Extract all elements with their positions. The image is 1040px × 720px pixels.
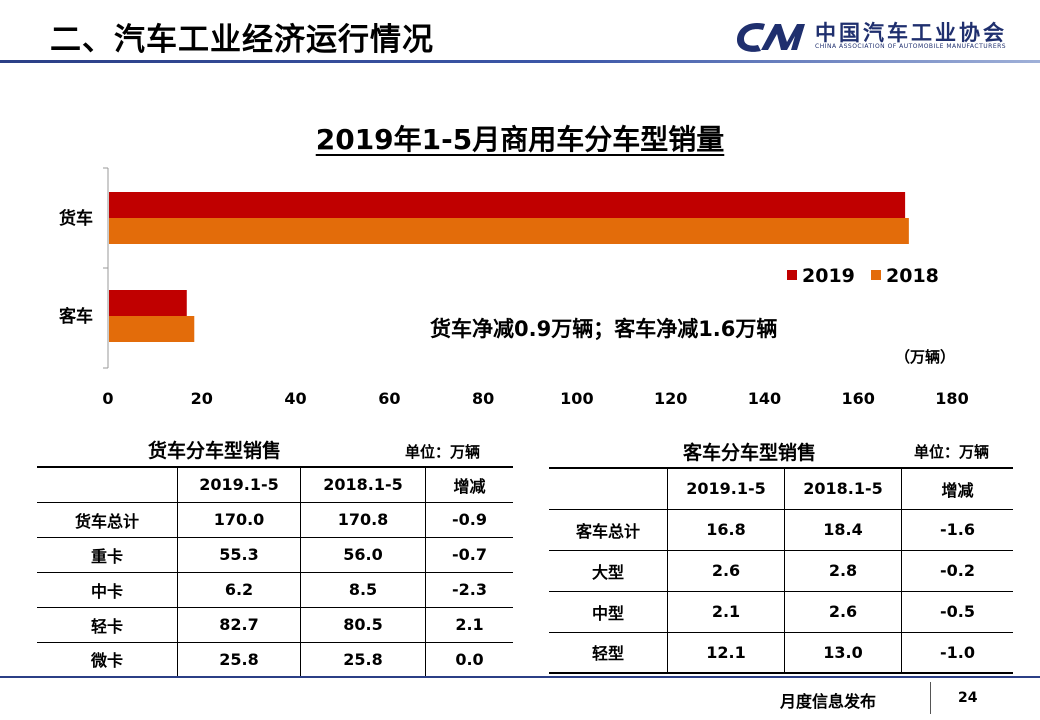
table-cell: 2.6 [784, 590, 902, 632]
caam-logo: 中国汽车工业协会 CHINA ASSOCIATION OF AUTOMOBILE… [735, 16, 1007, 56]
table-cell: -2.3 [425, 571, 513, 607]
chart-title: 2019年1-5月商用车分车型销量 [0, 118, 1040, 158]
table-cell: 12.1 [667, 631, 785, 674]
footer-divider [0, 676, 1040, 678]
table-cell: -0.2 [901, 549, 1013, 591]
slide-title: 二、汽车工业经济运行情况 [50, 22, 434, 58]
bus-sales-table: 2019.1-5 2018.1-5 增减 客车总计 16.8 18.4 -1.6… [549, 467, 1013, 674]
table-cell: 6.2 [177, 571, 301, 607]
table-cell: 55.3 [177, 536, 301, 572]
bar-2018 [109, 316, 195, 342]
logo-english-name: CHINA ASSOCIATION OF AUTOMOBILE MANUFACT… [815, 43, 1007, 50]
x-tick-label: 40 [284, 389, 306, 408]
logo-chinese-name: 中国汽车工业协会 [815, 21, 1007, 45]
table-row: 货车总计 170.0 170.8 -0.9 [37, 501, 513, 537]
bar-2018 [109, 218, 909, 244]
row-label: 轻型 [549, 631, 668, 674]
table-row: 中型 2.1 2.6 -0.5 [549, 590, 1013, 632]
x-tick-label: 180 [935, 389, 968, 408]
truck-sales-table: 2019.1-5 2018.1-5 增减 货车总计 170.0 170.8 -0… [37, 466, 513, 678]
x-tick-label: 60 [378, 389, 400, 408]
table-cell: 82.7 [177, 606, 301, 642]
table-row: 大型 2.6 2.8 -0.2 [549, 549, 1013, 591]
row-label: 客车总计 [549, 508, 668, 550]
table-cell: 170.0 [177, 501, 301, 537]
table-row: 轻卡 82.7 80.5 2.1 [37, 606, 513, 642]
legend-swatch [871, 270, 881, 280]
table-cell: 2.8 [784, 549, 902, 591]
bar-2019 [109, 290, 187, 316]
table-header-cell: 2019.1-5 [667, 467, 785, 509]
table-cell: 18.4 [784, 508, 902, 550]
table-cell: 25.8 [177, 641, 301, 678]
x-tick-label: 160 [842, 389, 875, 408]
row-label: 轻卡 [37, 606, 178, 642]
chart-annotation: 货车净减0.9万辆；客车净减1.6万辆 [430, 317, 777, 341]
truck-table-unit: 单位：万辆 [405, 443, 481, 461]
caam-logo-icon [737, 22, 805, 52]
table-row: 客车总计 16.8 18.4 -1.6 [549, 508, 1013, 550]
bar-2019 [109, 192, 906, 218]
table-header-row: 2019.1-5 2018.1-5 增减 [37, 466, 513, 502]
row-label: 大型 [549, 549, 668, 591]
table-cell: -0.9 [425, 501, 513, 537]
table-cell: -0.7 [425, 536, 513, 572]
table-cell: -1.6 [901, 508, 1013, 550]
row-label: 重卡 [37, 536, 178, 572]
table-cell: 8.5 [300, 571, 426, 607]
bus-table-caption: 客车分车型销售 [683, 442, 817, 464]
row-label: 微卡 [37, 641, 178, 678]
x-tick-label: 140 [748, 389, 781, 408]
table-header-cell [549, 467, 668, 509]
table-cell: 2.1 [667, 590, 785, 632]
x-tick-label: 100 [560, 389, 593, 408]
legend-swatch [787, 270, 797, 280]
table-row: 微卡 25.8 25.8 0.0 [37, 641, 513, 678]
table-header-row: 2019.1-5 2018.1-5 增减 [549, 467, 1013, 509]
title-divider [0, 60, 1040, 63]
table-cell: 80.5 [300, 606, 426, 642]
row-label: 中卡 [37, 571, 178, 607]
table-row: 中卡 6.2 8.5 -2.3 [37, 571, 513, 607]
unit-label: （万辆） [895, 348, 955, 366]
category-label: 货车 [59, 208, 93, 229]
page-number: 24 [958, 690, 978, 706]
table-cell: -1.0 [901, 631, 1013, 674]
x-tick-label: 120 [654, 389, 687, 408]
table-header-cell: 增减 [901, 467, 1013, 509]
table-row: 重卡 55.3 56.0 -0.7 [37, 536, 513, 572]
x-tick-label: 20 [191, 389, 213, 408]
table-header-cell: 2019.1-5 [177, 466, 301, 502]
table-cell: 2.1 [425, 606, 513, 642]
row-label: 中型 [549, 590, 668, 632]
truck-table-caption: 货车分车型销售 [148, 440, 282, 462]
footer-label: 月度信息发布 [780, 692, 877, 711]
table-cell: 56.0 [300, 536, 426, 572]
table-header-cell [37, 466, 178, 502]
table-cell: -0.5 [901, 590, 1013, 632]
table-cell: 2.6 [667, 549, 785, 591]
table-header-cell: 2018.1-5 [784, 467, 902, 509]
chart-title-text: 2019年1-5月商用车分车型销量 [315, 123, 725, 156]
table-cell: 25.8 [300, 641, 426, 678]
table-cell: 16.8 [667, 508, 785, 550]
table-cell: 0.0 [425, 641, 513, 678]
table-row: 轻型 12.1 13.0 -1.0 [549, 631, 1013, 674]
x-tick-label: 0 [102, 389, 113, 408]
table-header-cell: 2018.1-5 [300, 466, 426, 502]
table-cell: 170.8 [300, 501, 426, 537]
legend-label: 2019 [802, 265, 855, 287]
row-label: 货车总计 [37, 501, 178, 537]
footer-separator [930, 682, 931, 714]
table-cell: 13.0 [784, 631, 902, 674]
x-tick-label: 80 [472, 389, 494, 408]
bus-table-unit: 单位：万辆 [914, 443, 990, 461]
category-label: 客车 [58, 306, 93, 327]
table-header-cell: 增减 [425, 466, 513, 502]
legend-label: 2018 [886, 265, 939, 287]
